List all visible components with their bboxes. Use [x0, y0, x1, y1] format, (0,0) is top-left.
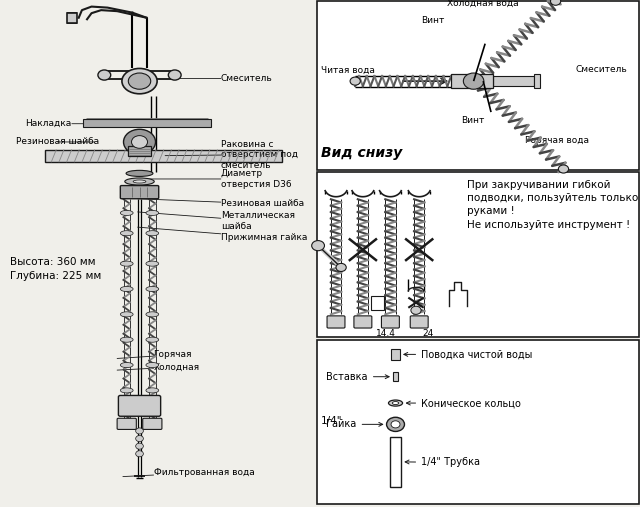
Ellipse shape [122, 68, 157, 94]
Ellipse shape [146, 388, 159, 393]
Text: Горячая: Горячая [117, 350, 192, 359]
Text: Вставка: Вставка [326, 372, 389, 382]
Text: Фильтрованная вода: Фильтрованная вода [123, 468, 254, 477]
Circle shape [98, 70, 111, 80]
FancyBboxPatch shape [410, 316, 428, 328]
Text: Винт: Винт [461, 116, 484, 125]
Text: Холодная: Холодная [117, 363, 200, 372]
FancyBboxPatch shape [381, 316, 399, 328]
Ellipse shape [146, 337, 159, 342]
Text: Накладка: Накладка [26, 119, 90, 128]
Text: Вид снизу: Вид снизу [321, 146, 403, 160]
Bar [317, 340, 639, 504]
Ellipse shape [146, 312, 159, 317]
Ellipse shape [120, 286, 133, 292]
Text: Резиновая шайба: Резиновая шайба [16, 137, 99, 147]
Circle shape [136, 451, 143, 457]
FancyBboxPatch shape [117, 418, 136, 429]
Text: Диаметр
отверстия D36: Диаметр отверстия D36 [148, 169, 291, 189]
Bar [317, 172, 639, 337]
Text: Поводка чистой воды: Поводка чистой воды [404, 349, 532, 359]
Text: 1/4": 1/4" [321, 416, 343, 426]
Circle shape [350, 77, 360, 85]
Bar [534, 74, 540, 88]
Ellipse shape [120, 312, 133, 317]
Circle shape [463, 73, 484, 89]
Circle shape [391, 421, 400, 428]
Text: 14.4: 14.4 [376, 329, 396, 338]
Text: 1/4" Трубка: 1/4" Трубка [405, 457, 480, 467]
Text: Резиновая шайба: Резиновая шайба [138, 199, 304, 208]
Ellipse shape [129, 73, 151, 89]
Bar [451, 74, 493, 88]
Bar [393, 372, 398, 381]
FancyBboxPatch shape [143, 418, 162, 429]
Text: Гайка: Гайка [326, 419, 383, 429]
Text: Высота: 360 мм
Глубина: 225 мм: Высота: 360 мм Глубина: 225 мм [10, 257, 101, 281]
Ellipse shape [146, 363, 159, 368]
Ellipse shape [146, 261, 159, 266]
Bar [390, 437, 401, 487]
Text: Читая вода: Читая вода [321, 65, 375, 75]
Ellipse shape [146, 286, 159, 292]
Ellipse shape [120, 231, 133, 236]
FancyBboxPatch shape [120, 186, 159, 199]
Text: Холодная вода: Холодная вода [447, 0, 519, 8]
Bar [493, 76, 534, 86]
Bar [45, 150, 282, 162]
Circle shape [387, 417, 404, 431]
Ellipse shape [392, 402, 399, 405]
Text: Смеситель: Смеситель [576, 65, 628, 75]
FancyBboxPatch shape [118, 395, 161, 416]
Circle shape [136, 436, 143, 442]
Circle shape [411, 306, 421, 314]
Circle shape [132, 136, 148, 149]
Ellipse shape [388, 400, 403, 406]
Text: Смеситель: Смеситель [170, 74, 273, 83]
FancyBboxPatch shape [327, 316, 345, 328]
Circle shape [136, 428, 143, 434]
Bar [83, 119, 211, 127]
Circle shape [558, 165, 568, 173]
Text: Винт: Винт [421, 16, 445, 25]
Ellipse shape [120, 337, 133, 342]
Text: Прижимная гайка: Прижимная гайка [138, 227, 307, 242]
Ellipse shape [126, 170, 153, 176]
Bar [67, 13, 77, 23]
Ellipse shape [125, 178, 154, 185]
Text: 24: 24 [422, 329, 434, 338]
Text: Коническое кольцо: Коническое кольцо [406, 398, 521, 408]
Circle shape [168, 70, 181, 80]
Ellipse shape [120, 261, 133, 266]
Bar [371, 296, 384, 310]
Ellipse shape [146, 210, 159, 215]
Bar [128, 146, 151, 156]
Circle shape [336, 264, 346, 272]
Bar [391, 349, 400, 360]
Bar [317, 1, 639, 170]
Ellipse shape [133, 180, 146, 183]
Text: Раковина с
отверстием под
смеситель: Раковина с отверстием под смеситель [165, 140, 298, 169]
Circle shape [312, 241, 324, 250]
Ellipse shape [120, 210, 133, 215]
FancyBboxPatch shape [354, 316, 372, 328]
Text: Металлическая
шайба: Металлическая шайба [138, 211, 295, 231]
Ellipse shape [120, 388, 133, 393]
Circle shape [550, 0, 561, 5]
Ellipse shape [146, 231, 159, 236]
Ellipse shape [120, 363, 133, 368]
Text: При закручивании гибкой
подводки, пользуйтель только
руками !
Не используйте инс: При закручивании гибкой подводки, пользу… [467, 180, 639, 230]
Circle shape [124, 129, 156, 155]
Text: Горячая вода: Горячая вода [525, 136, 589, 145]
Circle shape [136, 443, 143, 449]
